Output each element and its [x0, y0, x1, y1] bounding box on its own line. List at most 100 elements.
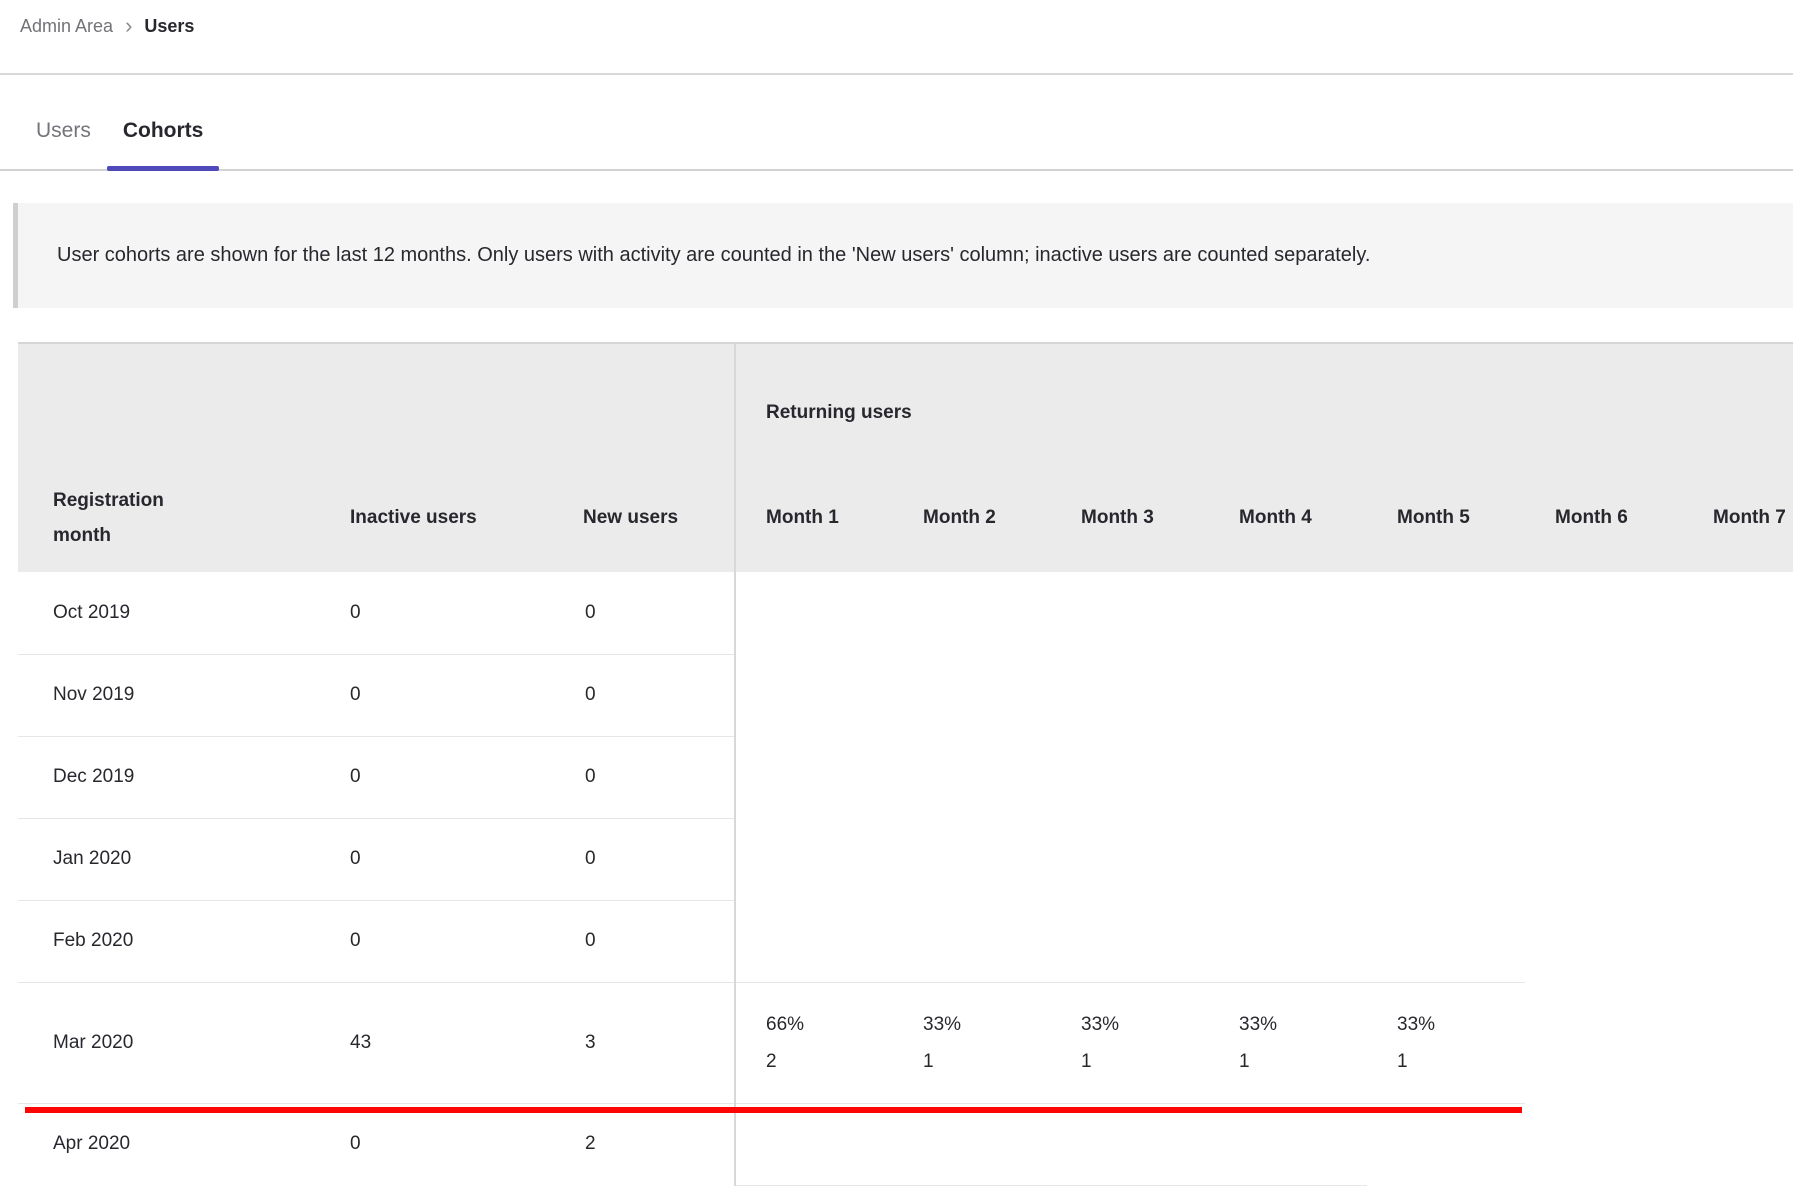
month-6-cell	[1525, 900, 1683, 982]
month-7-cell	[1683, 982, 1793, 1103]
month-1-cell	[734, 900, 894, 982]
breadcrumb-chevron-icon: ›	[125, 13, 133, 38]
breadcrumb-admin-area-link[interactable]: Admin Area	[20, 16, 114, 36]
registration-month-cell: Apr 2020	[18, 1102, 332, 1185]
table-row: Mar 2020 43 3 66% 2 33% 1 33% 1 33% 1 33% 1	[18, 981, 1793, 1104]
month-4-cell	[1209, 572, 1367, 654]
month-7-cell	[1683, 572, 1793, 654]
column-header-month-1: Month 1	[734, 463, 894, 572]
month-1-cell	[734, 736, 894, 818]
month-5-cell	[1367, 900, 1525, 982]
month-7-cell	[1683, 900, 1793, 982]
month-2-cell: 33% 1	[893, 981, 1052, 1104]
retention-percent: 33%	[1397, 1013, 1436, 1035]
month-1-cell	[734, 818, 894, 900]
month-5-cell	[1367, 654, 1525, 736]
cohorts-table: Returning users Registration month Inact…	[18, 342, 1793, 1186]
month-7-cell	[1683, 654, 1793, 736]
returning-users-group-header: Returning users	[734, 342, 1793, 463]
month-6-cell	[1525, 1103, 1683, 1185]
table-row: Oct 2019 0 0	[18, 572, 1793, 654]
table-row: Dec 2019 0 0	[18, 735, 1793, 818]
month-2-cell	[893, 736, 1051, 818]
month-4-cell	[1209, 736, 1367, 818]
cohorts-info-banner: User cohorts are shown for the last 12 m…	[13, 203, 1793, 308]
registration-month-cell: Mar 2020	[18, 981, 332, 1103]
month-3-cell	[1051, 818, 1209, 900]
month-1-cell	[734, 1103, 894, 1186]
column-header-inactive-users: Inactive users	[332, 463, 560, 572]
inactive-users-cell: 0	[332, 735, 560, 818]
inactive-users-cell: 0	[332, 899, 560, 982]
month-4-cell: 33% 1	[1209, 981, 1368, 1104]
month-4-cell	[1209, 654, 1367, 736]
month-3-cell	[1051, 736, 1209, 818]
retention-count: 2	[766, 1050, 777, 1072]
month-6-cell	[1525, 572, 1683, 654]
month-6-cell	[1525, 982, 1683, 1103]
new-users-cell: 0	[560, 653, 736, 736]
month-3-cell	[1051, 900, 1209, 982]
month-1-cell	[734, 572, 894, 654]
registration-month-cell: Dec 2019	[18, 735, 332, 818]
column-header-month-3: Month 3	[1051, 463, 1210, 572]
month-6-cell	[1525, 818, 1683, 900]
column-header-month-2: Month 2	[893, 463, 1052, 572]
month-7-cell	[1683, 1103, 1793, 1185]
registration-month-cell: Feb 2020	[18, 899, 332, 982]
column-header-new-users: New users	[560, 463, 736, 572]
column-header-month-7: Month 7	[1683, 463, 1793, 572]
breadcrumb-divider	[0, 73, 1793, 75]
inactive-users-cell: 0	[350, 601, 361, 623]
new-users-cell: 2	[560, 1102, 736, 1185]
new-users-cell: 0	[560, 817, 736, 900]
month-2-cell	[893, 654, 1051, 736]
table-group-header-row: Returning users	[18, 342, 1793, 463]
month-2-cell	[893, 1103, 1052, 1186]
month-2-cell	[893, 900, 1051, 982]
tab-bar: Users Cohorts	[20, 90, 219, 171]
table-row: Nov 2019 0 0	[18, 653, 1793, 736]
red-annotation-line	[25, 1107, 1522, 1113]
registration-month-cell: Jan 2020	[18, 817, 332, 900]
cohorts-table-container: Returning users Registration month Inact…	[18, 342, 1793, 1186]
month-5-cell	[1367, 1103, 1525, 1185]
inactive-users-cell: 0	[332, 1102, 560, 1185]
table-row: Apr 2020 0 2	[18, 1102, 1793, 1186]
new-users-cell: 0	[560, 899, 736, 982]
tab-cohorts[interactable]: Cohorts	[106, 90, 220, 171]
month-3-cell	[1051, 1103, 1210, 1186]
inactive-users-cell: 0	[332, 817, 560, 900]
new-users-cell: 3	[560, 981, 736, 1103]
month-2-cell	[893, 572, 1051, 654]
retention-percent: 33%	[1239, 1013, 1278, 1035]
month-1-cell: 66% 2	[734, 981, 894, 1104]
table-row: Feb 2020 0 0	[18, 899, 1793, 982]
retention-percent: 33%	[923, 1013, 962, 1035]
registration-month-cell: Nov 2019	[18, 653, 332, 736]
column-header-month-4: Month 4	[1209, 463, 1368, 572]
retention-count: 1	[1081, 1050, 1092, 1072]
month-4-cell	[1209, 818, 1367, 900]
registration-month-cell: Oct 2019	[53, 601, 131, 623]
retention-percent: 66%	[766, 1013, 805, 1035]
month-6-cell	[1525, 654, 1683, 736]
month-3-cell	[1051, 654, 1209, 736]
month-4-cell	[1209, 1103, 1368, 1186]
breadcrumb-current-page: Users	[144, 16, 195, 36]
inactive-users-cell: 0	[332, 653, 560, 736]
month-1-cell	[734, 654, 894, 736]
tab-bar-divider	[0, 169, 1793, 171]
table-column-header-row: Registration month Inactive users New us…	[18, 463, 1793, 572]
month-5-cell: 33% 1	[1367, 981, 1526, 1104]
month-3-cell: 33% 1	[1051, 981, 1210, 1104]
column-header-month-5: Month 5	[1367, 463, 1526, 572]
month-5-cell	[1367, 818, 1525, 900]
tab-users[interactable]: Users	[36, 118, 91, 142]
month-5-cell	[1367, 572, 1525, 654]
retention-percent: 33%	[1081, 1013, 1120, 1035]
month-4-cell	[1209, 900, 1367, 982]
new-users-cell: 0	[585, 601, 596, 623]
column-header-registration-month: Registration month	[18, 463, 332, 572]
table-row: Jan 2020 0 0	[18, 817, 1793, 900]
